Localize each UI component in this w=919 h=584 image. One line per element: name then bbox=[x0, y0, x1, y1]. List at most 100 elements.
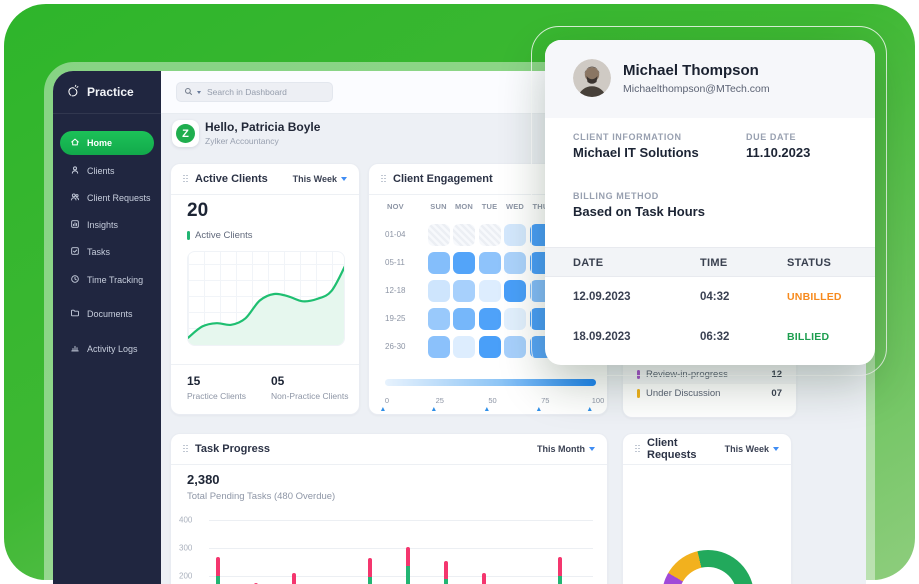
task-bar[interactable] bbox=[558, 556, 562, 584]
heatmap-cell[interactable] bbox=[427, 280, 450, 302]
cell-time: 04:32 bbox=[700, 291, 730, 303]
period-label: This Week bbox=[724, 444, 769, 454]
heatmap-cell[interactable] bbox=[504, 336, 526, 358]
status-row[interactable]: Under Discussion 07 bbox=[623, 384, 796, 403]
heatmap-grid: 01-04 05-11 12-18 19-25 26-30 bbox=[385, 224, 552, 358]
sidebar-item-label: Client Requests bbox=[87, 193, 151, 203]
heatmap-cell[interactable] bbox=[427, 224, 450, 246]
heatmap-cell[interactable] bbox=[504, 224, 526, 246]
period-dropdown[interactable]: This Week bbox=[725, 444, 779, 454]
period-dropdown[interactable]: This Month bbox=[537, 444, 595, 454]
drag-handle-icon[interactable] bbox=[183, 444, 189, 454]
chevron-down-icon bbox=[589, 447, 595, 451]
status-row[interactable]: Review-in-progress 12 bbox=[623, 365, 796, 384]
client-email: Michaelthompson@MTech.com bbox=[623, 83, 770, 95]
billing-method-label: BILLING METHOD bbox=[573, 191, 659, 201]
heatmap-day-label: THU bbox=[532, 202, 549, 211]
heatmap-cell[interactable] bbox=[504, 308, 526, 330]
heatmap-cell[interactable] bbox=[453, 336, 475, 358]
scale-tick-label: 75 bbox=[541, 396, 550, 405]
heatmap-cell[interactable] bbox=[453, 252, 475, 274]
sidebar-item-label: Documents bbox=[87, 309, 133, 319]
heatmap-cell[interactable] bbox=[478, 308, 501, 330]
search-box[interactable] bbox=[176, 82, 333, 102]
column-header-date: DATE bbox=[573, 257, 604, 269]
drag-handle-icon[interactable] bbox=[635, 444, 641, 454]
status-badge: BILLIED bbox=[787, 331, 830, 343]
client-information-value: Michael IT Solutions bbox=[573, 145, 699, 160]
heatmap-cell[interactable] bbox=[478, 224, 501, 246]
heatmap-cell[interactable] bbox=[453, 308, 475, 330]
client-information-label: CLIENT INFORMATION bbox=[573, 132, 682, 142]
divider bbox=[171, 364, 359, 365]
scale-tick-label: 25 bbox=[435, 396, 444, 405]
task-bar[interactable] bbox=[292, 572, 296, 584]
sidebar-item-label: Clients bbox=[87, 166, 115, 176]
sidebar-item-home[interactable]: Home bbox=[60, 131, 154, 155]
heatmap-day-label: TUE bbox=[481, 202, 498, 211]
task-bar[interactable] bbox=[368, 557, 372, 584]
scale-tick: 100 bbox=[587, 390, 604, 411]
heatmap-day-label: SUN bbox=[430, 202, 447, 211]
billing-method-value: Based on Task Hours bbox=[573, 204, 705, 219]
scale-tick: 75 bbox=[537, 390, 550, 411]
heatmap-cell[interactable] bbox=[504, 280, 526, 302]
practice-clients-stat: 15 Practice Clients bbox=[187, 374, 247, 401]
heatmap-cell[interactable] bbox=[478, 252, 501, 274]
card-title: Active Clients bbox=[195, 173, 268, 185]
heatmap-day-label: MON bbox=[454, 202, 474, 211]
task-bar[interactable] bbox=[406, 546, 410, 584]
pending-tasks-value: 2,380 bbox=[187, 472, 220, 487]
sidebar-item-clients[interactable]: Clients bbox=[60, 159, 154, 183]
heatmap-cell[interactable] bbox=[478, 336, 501, 358]
sidebar-item-activity-logs[interactable]: Activity Logs bbox=[60, 337, 154, 361]
heatmap-scale-bar bbox=[385, 379, 596, 386]
client-detail-overlay: Michael Thompson Michaelthompson@MTech.c… bbox=[545, 40, 875, 365]
scale-tick-label: 0 bbox=[384, 396, 390, 405]
search-icon bbox=[184, 83, 193, 101]
gridline bbox=[209, 576, 593, 577]
table-row[interactable]: 12.09.2023 04:32 UNBILLED bbox=[545, 277, 875, 317]
search-scope-chevron-icon[interactable] bbox=[197, 90, 201, 94]
sidebar-item-documents[interactable]: Documents bbox=[60, 302, 154, 326]
card-title: Task Progress bbox=[195, 443, 271, 455]
sidebar-item-label: Insights bbox=[87, 220, 119, 230]
heatmap-row-label: 12-18 bbox=[385, 286, 406, 295]
status-marker bbox=[637, 389, 640, 398]
sidebar-item-insights[interactable]: Insights bbox=[60, 213, 154, 237]
heatmap-month-label: NOV bbox=[387, 202, 404, 211]
brand: Practice bbox=[53, 71, 161, 114]
heatmap-cell[interactable] bbox=[427, 308, 450, 330]
status-value: 07 bbox=[771, 388, 782, 399]
due-date-label: DUE DATE bbox=[746, 132, 797, 142]
heatmap-cell[interactable] bbox=[427, 252, 450, 274]
home-icon bbox=[70, 137, 80, 149]
task-progress-card: Task Progress This Month 2,380 Total Pen… bbox=[170, 433, 608, 584]
heatmap-cell[interactable] bbox=[427, 336, 450, 358]
heatmap-row-label: 19-25 bbox=[385, 314, 406, 323]
heatmap-cell[interactable] bbox=[504, 252, 526, 274]
heatmap-cell[interactable] bbox=[478, 280, 501, 302]
status-label: Review-in-progress bbox=[646, 369, 728, 380]
sidebar-item-time-tracking[interactable]: Time Tracking bbox=[60, 268, 154, 292]
sidebar-item-tasks[interactable]: Tasks bbox=[60, 240, 154, 264]
task-bar[interactable] bbox=[216, 556, 220, 584]
search-input[interactable] bbox=[205, 86, 309, 98]
sidebar-item-client-requests[interactable]: Client Requests bbox=[60, 186, 154, 210]
drag-handle-icon[interactable] bbox=[183, 174, 189, 184]
task-bar[interactable] bbox=[482, 572, 486, 584]
tasks-icon bbox=[70, 246, 80, 258]
heatmap-cell[interactable] bbox=[453, 280, 475, 302]
insights-icon bbox=[70, 219, 80, 231]
drag-handle-icon[interactable] bbox=[381, 174, 387, 184]
active-clients-chart bbox=[187, 251, 345, 346]
period-dropdown[interactable]: This Week bbox=[293, 174, 347, 184]
task-bar[interactable] bbox=[444, 560, 448, 584]
donut-center-label: ALL TASKS bbox=[679, 567, 737, 584]
status-marker bbox=[637, 370, 640, 379]
client-requests-icon bbox=[70, 192, 80, 204]
table-row[interactable]: 18.09.2023 06:32 BILLIED bbox=[545, 317, 875, 357]
scale-tick: 25 bbox=[431, 390, 444, 411]
sidebar-item-label: Activity Logs bbox=[87, 344, 138, 354]
heatmap-cell[interactable] bbox=[453, 224, 475, 246]
